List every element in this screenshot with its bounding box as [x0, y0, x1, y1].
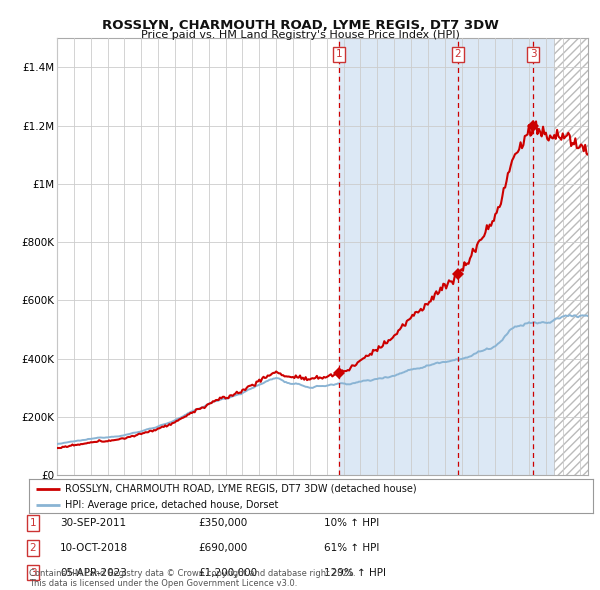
Text: 3: 3: [29, 568, 37, 578]
Text: 10% ↑ HPI: 10% ↑ HPI: [324, 518, 379, 528]
Text: £690,000: £690,000: [198, 543, 247, 553]
Text: £1,200,000: £1,200,000: [198, 568, 257, 578]
Text: 61% ↑ HPI: 61% ↑ HPI: [324, 543, 379, 553]
Text: 10-OCT-2018: 10-OCT-2018: [60, 543, 128, 553]
Text: 1: 1: [336, 50, 343, 59]
Text: 1: 1: [29, 518, 37, 528]
Text: ROSSLYN, CHARMOUTH ROAD, LYME REGIS, DT7 3DW: ROSSLYN, CHARMOUTH ROAD, LYME REGIS, DT7…: [101, 19, 499, 32]
Text: Price paid vs. HM Land Registry's House Price Index (HPI): Price paid vs. HM Land Registry's House …: [140, 30, 460, 40]
Text: £350,000: £350,000: [198, 518, 247, 528]
Text: 05-APR-2023: 05-APR-2023: [60, 568, 127, 578]
Bar: [340, 38, 588, 475]
Text: 2: 2: [29, 543, 37, 553]
Text: 129% ↑ HPI: 129% ↑ HPI: [324, 568, 386, 578]
Text: 30-SEP-2011: 30-SEP-2011: [60, 518, 126, 528]
Text: ROSSLYN, CHARMOUTH ROAD, LYME REGIS, DT7 3DW (detached house): ROSSLYN, CHARMOUTH ROAD, LYME REGIS, DT7…: [65, 484, 417, 494]
Text: Contains HM Land Registry data © Crown copyright and database right 2025.
This d: Contains HM Land Registry data © Crown c…: [29, 569, 355, 588]
Text: HPI: Average price, detached house, Dorset: HPI: Average price, detached house, Dors…: [65, 500, 279, 510]
Text: 3: 3: [530, 50, 536, 59]
Text: 2: 2: [455, 50, 461, 59]
Bar: [554, 38, 588, 475]
